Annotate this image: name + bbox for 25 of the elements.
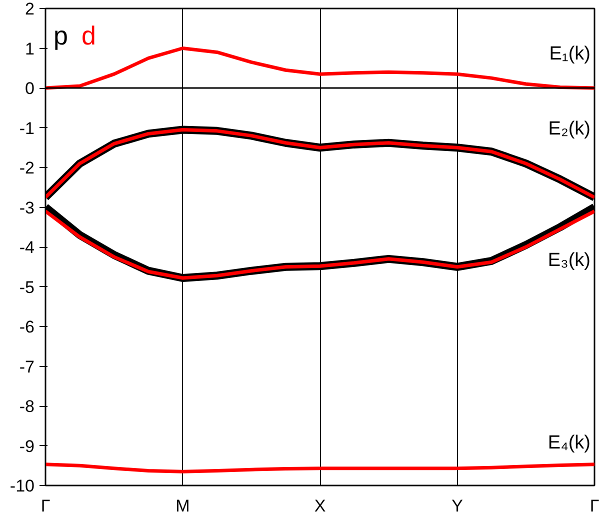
x-tick-label: X: [314, 496, 326, 516]
y-tick-label: 2: [25, 0, 35, 18]
annotation: E₃(k): [548, 250, 591, 271]
y-tick-label: -1: [19, 118, 35, 138]
y-tick-label: -6: [19, 318, 35, 336]
series-label: d: [82, 20, 96, 50]
y-tick-label: -9: [19, 436, 35, 456]
x-tick-label: M: [176, 496, 190, 516]
text: p: [54, 20, 68, 50]
y-tick-label: 0: [25, 79, 35, 98]
annotation: E₁(k): [549, 43, 591, 64]
x-tick-label: Γ: [40, 496, 50, 516]
y-tick-label: -5: [19, 278, 35, 297]
annotation: E₂(k): [548, 118, 590, 140]
x-tick-label: Y: [452, 496, 463, 516]
y-tick-label: -3: [19, 198, 35, 218]
y-tick-label: -4: [19, 238, 35, 257]
y-tick-label: 1: [25, 39, 35, 58]
y-tick-label: -10: [10, 476, 35, 496]
y-tick-label: -8: [19, 397, 35, 416]
annotation: E₄(k): [548, 432, 591, 454]
y-tick-label: -2: [19, 158, 35, 178]
line-series: [46, 462, 594, 474]
x-tick-label: Γ: [590, 496, 600, 516]
y-tick-label: -7: [19, 357, 35, 376]
